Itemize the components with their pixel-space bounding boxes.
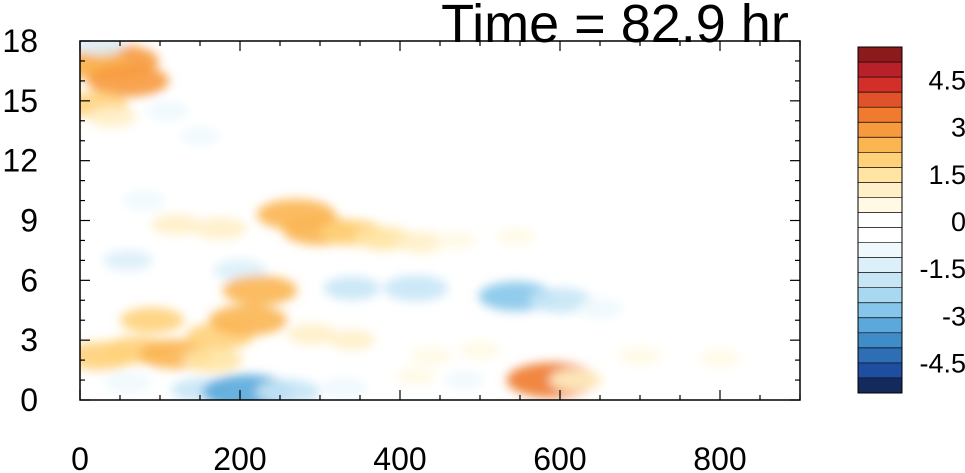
field-feature-23 bbox=[528, 287, 592, 313]
x-tick-label: 200 bbox=[213, 441, 266, 473]
field-feature-50 bbox=[395, 366, 437, 386]
field-feature-24 bbox=[577, 298, 623, 319]
colorbar-segment bbox=[858, 227, 902, 243]
colorbar-segment bbox=[858, 182, 902, 198]
field-feature-20 bbox=[323, 276, 381, 301]
colorbar-segment bbox=[858, 377, 902, 394]
colorbar-segment bbox=[858, 62, 902, 78]
colorbar-segment bbox=[858, 137, 902, 153]
x-tick-label: 800 bbox=[693, 441, 746, 473]
field-feature-21 bbox=[384, 275, 448, 302]
colorbar-segment bbox=[858, 167, 902, 183]
field-feature-45 bbox=[256, 379, 320, 400]
field-feature-38 bbox=[410, 346, 454, 366]
colorbar-segment bbox=[858, 287, 902, 304]
field-feature-6 bbox=[146, 101, 190, 121]
field-feature-35 bbox=[181, 347, 243, 373]
field-feature-7 bbox=[180, 127, 220, 146]
x-tick-label: 600 bbox=[533, 441, 586, 473]
field-feature-10 bbox=[193, 217, 247, 240]
colorbar: 4.5 3 1.5 0 -1.5 -3 -4.5 bbox=[857, 46, 965, 394]
colorbar-segment bbox=[858, 362, 902, 379]
y-tick-label: 0 bbox=[20, 382, 38, 418]
field-feature-5 bbox=[87, 106, 137, 128]
field-feature-8 bbox=[151, 213, 201, 236]
colorbar-label: 0 bbox=[951, 207, 965, 237]
colorbar-segment bbox=[858, 302, 902, 319]
colorbar-segment bbox=[858, 242, 902, 258]
field-feature-19 bbox=[496, 227, 536, 246]
x-tick-label: 0 bbox=[71, 441, 89, 473]
colorbar-label: -4.5 bbox=[919, 349, 965, 379]
colorbar-segment bbox=[858, 317, 902, 334]
colorbar-segment bbox=[858, 257, 902, 273]
field-feature-26 bbox=[653, 106, 691, 124]
field-feature-46 bbox=[321, 378, 367, 399]
field-feature-18 bbox=[434, 231, 478, 250]
y-tick-label: 12 bbox=[2, 143, 38, 179]
field-feature-49 bbox=[444, 371, 484, 389]
y-tick-label: 15 bbox=[2, 83, 38, 119]
field-feature-11 bbox=[103, 249, 153, 271]
field-layer bbox=[80, 41, 741, 400]
colorbar-segment bbox=[858, 107, 902, 123]
colorbar-segment bbox=[858, 212, 902, 228]
y-tick-label: 6 bbox=[20, 262, 38, 298]
field-feature-25 bbox=[638, 240, 674, 257]
field-feature-48 bbox=[549, 368, 603, 392]
field-feature-30 bbox=[120, 307, 184, 334]
colorbar-segment bbox=[858, 332, 902, 349]
colorbar-segment bbox=[858, 77, 902, 93]
chart-title: Time = 82.9 hr bbox=[441, 0, 789, 54]
colorbar-segment bbox=[858, 47, 902, 63]
colorbar-segment bbox=[858, 347, 902, 364]
x-axis: 0 200 400 600 800 bbox=[71, 41, 801, 473]
y-tick-label: 9 bbox=[20, 203, 38, 239]
y-tick-label: 3 bbox=[20, 322, 38, 358]
colorbar-segment bbox=[858, 197, 902, 213]
field-feature-36 bbox=[287, 323, 337, 345]
field-feature-9 bbox=[122, 191, 166, 210]
field-feature-27 bbox=[606, 88, 642, 106]
field-feature-34 bbox=[222, 275, 298, 306]
field-feature-37 bbox=[329, 330, 375, 351]
colorbar-label: -3 bbox=[942, 301, 965, 331]
field-feature-3 bbox=[80, 41, 125, 56]
colorbar-segment bbox=[858, 272, 902, 288]
y-axis: 0 3 6 9 12 15 18 bbox=[2, 23, 800, 418]
colorbar-segment bbox=[858, 92, 902, 108]
field-feature-40 bbox=[618, 346, 662, 366]
colorbar-segment bbox=[858, 152, 902, 168]
colorbar-label: 4.5 bbox=[928, 65, 965, 95]
y-tick-label: 18 bbox=[2, 23, 38, 59]
colorbar-segment bbox=[858, 122, 902, 138]
field-feature-33 bbox=[208, 304, 288, 336]
field-feature-17 bbox=[395, 231, 445, 254]
field-feature-39 bbox=[458, 340, 502, 360]
colorbar-label: 3 bbox=[951, 113, 965, 143]
colorbar-label: -1.5 bbox=[919, 254, 965, 284]
colorbar-frame bbox=[857, 46, 903, 394]
field-feature-41 bbox=[699, 349, 741, 368]
colorbar-label: 1.5 bbox=[928, 160, 965, 190]
field-feature-2 bbox=[87, 64, 169, 97]
x-tick-label: 400 bbox=[373, 441, 426, 473]
field-feature-42 bbox=[105, 372, 151, 393]
